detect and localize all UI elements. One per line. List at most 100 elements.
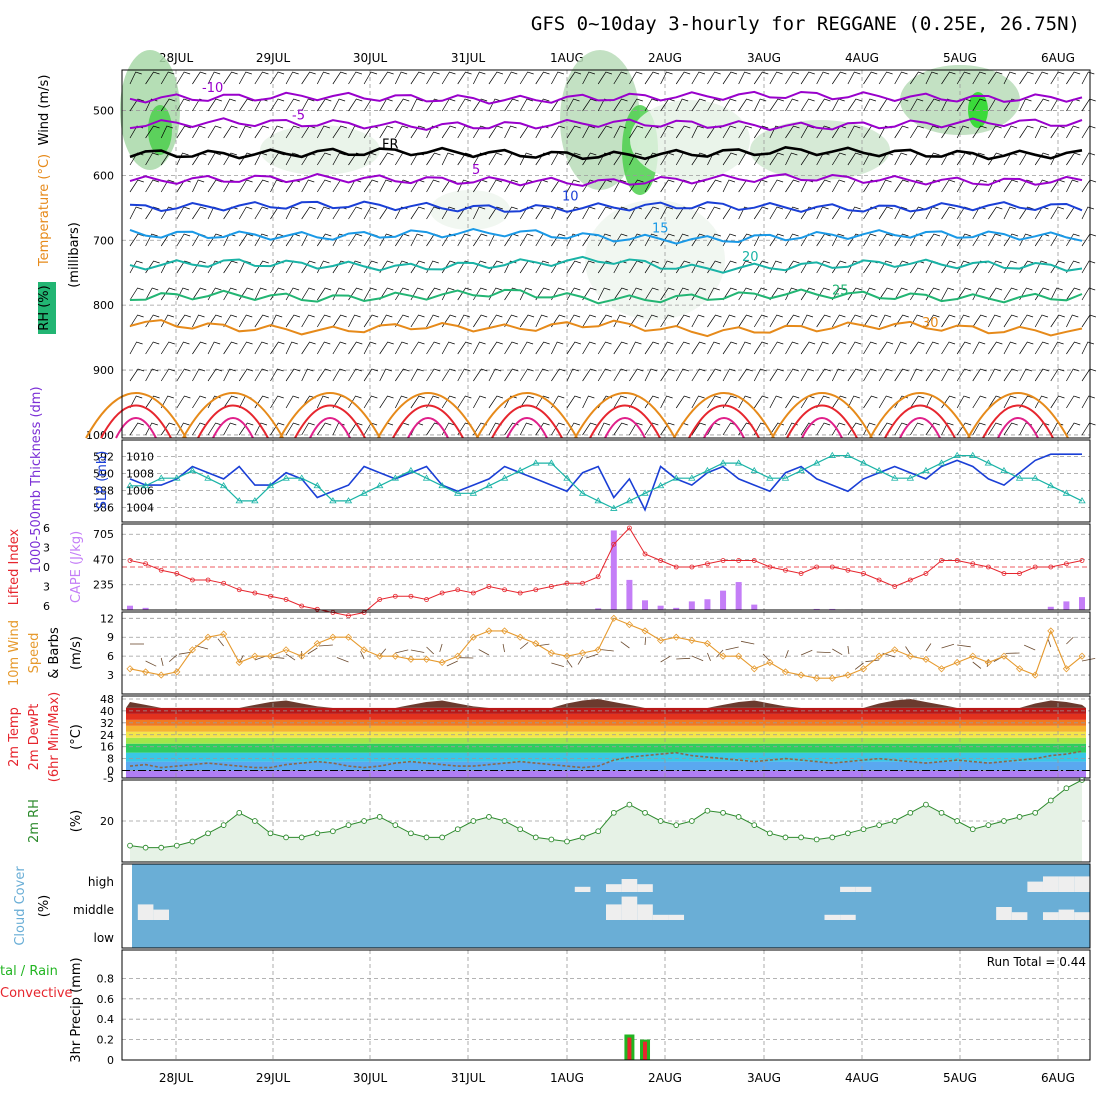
wind10-barb [360, 651, 365, 660]
wind-barb [519, 368, 534, 382]
li-marker [1048, 564, 1054, 570]
wind-barb [972, 314, 987, 328]
wind-barb [426, 368, 441, 382]
wind-barb [629, 422, 643, 436]
wind-barb [582, 206, 596, 220]
wind-barb [722, 98, 737, 112]
thickness-tick: 588 [93, 485, 114, 498]
wind-barb [285, 152, 299, 166]
wind-barb [332, 152, 346, 166]
wind-barb [192, 395, 207, 409]
wind-barb [863, 233, 877, 247]
thickness-marker [688, 474, 696, 481]
wind-barb [816, 395, 830, 409]
wind-barb [660, 179, 675, 193]
wind-barb [1081, 287, 1096, 301]
rh2m-marker [252, 818, 258, 824]
thickness-marker [578, 489, 587, 496]
wind-barb [582, 152, 597, 166]
wind-barb [831, 422, 846, 436]
thickness-marker [141, 482, 150, 489]
wind-barb [582, 98, 597, 112]
cloud-category: high [88, 875, 114, 889]
wind10-marker [906, 652, 914, 660]
wind-barb [1081, 152, 1096, 166]
li-tick: 6 [43, 522, 50, 535]
wind-barb [1019, 71, 1034, 85]
wind10-marker [220, 630, 228, 638]
li-marker [268, 593, 273, 599]
rh2m-marker [829, 834, 836, 841]
thickness-marker [235, 497, 243, 504]
wind-barb [363, 314, 379, 328]
wind-barb [831, 287, 846, 301]
wind-barb [395, 98, 410, 112]
boundary-isotherm [407, 417, 449, 439]
wind10-barb [585, 653, 599, 659]
slp-tick: 1010 [126, 451, 154, 464]
date-label-top: 30JUL [353, 51, 388, 65]
rh2m-marker [1001, 818, 1007, 824]
wind-barb [1019, 341, 1034, 355]
li-marker [1079, 558, 1085, 563]
wind-barb [1081, 368, 1097, 382]
wind-barb [613, 395, 628, 409]
wind-barb [816, 368, 831, 382]
isotherm-label: -5 [292, 108, 305, 123]
wind-barb [878, 395, 893, 409]
wind-barb [972, 395, 987, 409]
wind10-barb [379, 648, 387, 657]
wind10-barb [410, 649, 425, 653]
wind-barb [223, 125, 238, 139]
wind10-barb [395, 649, 409, 654]
wind-barb [488, 341, 503, 355]
wind10-axis-label-4: (m/s) [69, 636, 84, 670]
precip-convective-bar [643, 1041, 648, 1060]
li-marker [876, 577, 882, 583]
rh2m-marker [564, 838, 570, 845]
wind-barb [738, 341, 752, 355]
wind10-barb [785, 650, 789, 659]
wind-barb [1066, 395, 1081, 409]
wind-barb [722, 179, 736, 193]
wind-barb [316, 71, 330, 85]
wind-barb [301, 71, 316, 85]
wind-barb [972, 368, 987, 382]
wind-barb [878, 179, 892, 193]
wind-barb [519, 314, 535, 328]
upper-air-y-tick: 700 [93, 234, 114, 247]
rh2m-marker [751, 822, 758, 828]
wind-barb [223, 314, 238, 328]
wind-barb [504, 179, 518, 193]
wind-barb [238, 341, 253, 355]
cloud-cell-middle [621, 896, 638, 920]
wind-barb [551, 152, 565, 166]
boundary-isotherm [574, 392, 676, 439]
wind10-barb [957, 644, 971, 648]
wind-barb [816, 341, 829, 355]
wind-barb [753, 98, 767, 112]
boundary-isotherm [491, 404, 563, 439]
wind-barb [254, 287, 267, 301]
cloud-cell-middle [996, 907, 1012, 920]
cape-frame [121, 523, 1091, 611]
rh2m-marker [361, 818, 367, 824]
thickness-marker [953, 451, 961, 458]
temp-band [126, 770, 1086, 778]
wind-barb [379, 233, 393, 247]
wind-barb [238, 422, 254, 436]
thickness-marker [282, 474, 290, 481]
wind-barb [504, 125, 517, 139]
wind-barb [223, 260, 238, 274]
wind10-marker [454, 652, 462, 660]
wind-barb [160, 179, 175, 193]
wind-barb [878, 260, 893, 274]
wind-barb [145, 152, 159, 166]
wind-barb [816, 98, 831, 112]
wind10-marker [142, 668, 150, 676]
wind-barb [753, 341, 769, 355]
upper-air-y-tick: 1000 [86, 429, 114, 442]
li-marker [377, 597, 383, 602]
boundary-isotherm [997, 417, 1039, 439]
wind-barb [504, 341, 519, 355]
